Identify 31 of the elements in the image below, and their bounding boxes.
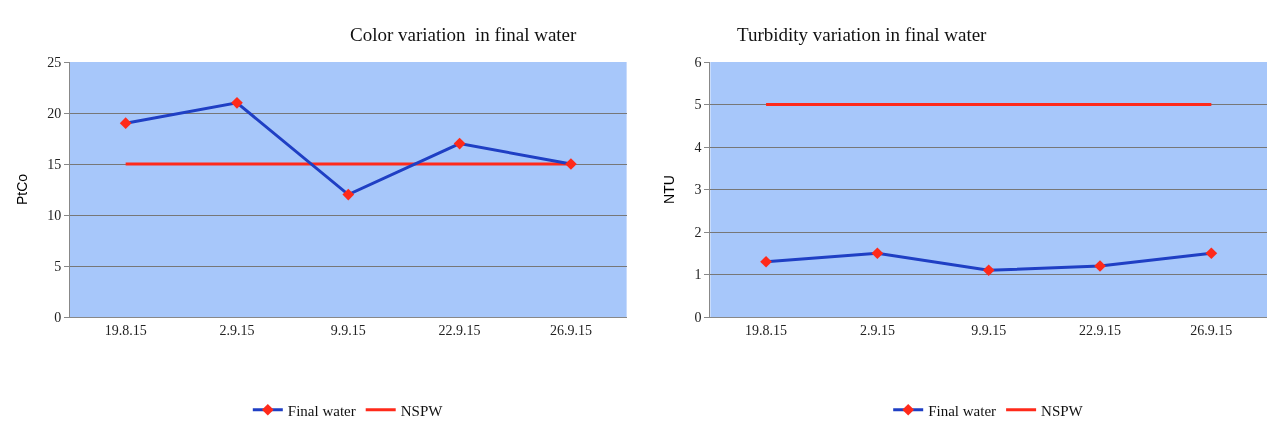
y-axis-title: PtCo bbox=[13, 173, 30, 206]
x-tick-label: 9.9.15 bbox=[330, 322, 366, 338]
y-tick-label: 0 bbox=[694, 309, 702, 325]
x-tick-label: 2.9.15 bbox=[859, 322, 895, 338]
x-tick-label: 26.9.15 bbox=[549, 322, 592, 338]
x-tick-label: 26.9.15 bbox=[1190, 322, 1233, 338]
legend-label: NSPW bbox=[1041, 402, 1084, 419]
x-tick-label: 9.9.15 bbox=[971, 322, 1007, 338]
y-axis-title: NTU bbox=[661, 175, 678, 204]
y-tick-label: 6 bbox=[694, 54, 702, 70]
y-tick-label: 1 bbox=[694, 267, 702, 283]
y-tick-label: 10 bbox=[47, 207, 62, 223]
y-tick-label: 25 bbox=[47, 54, 62, 70]
y-tick-label: 4 bbox=[694, 139, 702, 155]
x-tick-label: 22.9.15 bbox=[438, 322, 481, 338]
legend-label: Final water bbox=[287, 402, 356, 419]
y-tick-label: 20 bbox=[47, 105, 62, 121]
legend-label: NSPW bbox=[400, 402, 444, 419]
x-tick-label: 19.8.15 bbox=[104, 322, 147, 338]
y-tick-label: 5 bbox=[694, 97, 702, 113]
y-tick-label: 15 bbox=[47, 156, 62, 172]
x-tick-label: 2.9.15 bbox=[219, 322, 255, 338]
legend-label: Final water bbox=[928, 402, 997, 419]
y-tick-label: 0 bbox=[54, 309, 62, 325]
y-tick-label: 5 bbox=[54, 258, 62, 274]
chart-title: Turbidity variation in final water bbox=[737, 24, 988, 45]
chart-title: Color variation in final water bbox=[350, 24, 578, 45]
x-tick-label: 22.9.15 bbox=[1079, 322, 1122, 338]
y-tick-label: 2 bbox=[694, 224, 702, 240]
x-tick-label: 19.8.15 bbox=[745, 322, 788, 338]
y-tick-label: 3 bbox=[694, 182, 702, 198]
